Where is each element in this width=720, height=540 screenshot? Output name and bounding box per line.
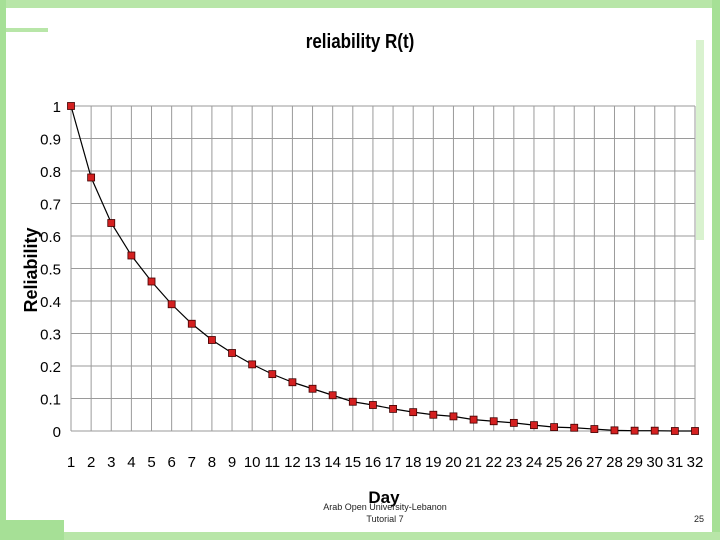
data-point-day-21 — [469, 415, 478, 424]
y-tick-label-9: 0.9 — [40, 132, 61, 149]
data-point-day-31 — [670, 427, 679, 435]
data-point-day-30 — [650, 426, 659, 435]
y-tick-label-8: 0.8 — [40, 164, 61, 181]
chart-grid — [70, 105, 696, 432]
footer-organization: Arab Open University-Lebanon — [323, 502, 447, 512]
y-tick-label-4: 0.4 — [40, 294, 61, 311]
x-tick-label-18: 18 — [405, 454, 422, 471]
data-point-day-19 — [429, 410, 438, 419]
x-tick-label-32: 32 — [687, 454, 704, 471]
x-tick-label-11: 11 — [265, 454, 281, 471]
footer-subtitle: Tutorial 7 — [366, 514, 404, 524]
data-point-day-20 — [449, 412, 458, 421]
x-tick-label-1: 1 — [67, 454, 75, 471]
page-number: 25 — [693, 514, 704, 524]
x-tick-label-19: 19 — [425, 454, 442, 471]
y-tick-label-7: 0.7 — [40, 197, 61, 214]
data-point-day-28 — [610, 426, 619, 435]
x-tick-label-14: 14 — [324, 454, 341, 471]
x-tick-label-15: 15 — [344, 454, 361, 471]
x-tick-label-20: 20 — [445, 454, 462, 471]
x-tick-label-17: 17 — [385, 454, 402, 471]
frame-left-border — [0, 0, 6, 540]
x-tick-label-26: 26 — [566, 454, 583, 471]
frame-top-border — [0, 0, 720, 8]
data-point-day-23 — [509, 418, 518, 427]
y-tick-label-10: 1 — [53, 99, 61, 116]
x-tick-label-6: 6 — [167, 454, 175, 471]
x-tick-label-8: 8 — [208, 454, 216, 471]
chart-series — [67, 102, 699, 435]
data-point-day-7 — [187, 319, 196, 328]
x-tick-label-25: 25 — [546, 454, 563, 471]
x-tick-label-9: 9 — [228, 454, 236, 471]
x-tick-label-21: 21 — [465, 454, 482, 471]
x-tick-label-12: 12 — [284, 454, 301, 471]
data-point-day-12 — [288, 378, 297, 387]
x-tick-label-22: 22 — [485, 454, 502, 471]
x-tick-label-24: 24 — [526, 454, 543, 471]
x-tick-label-16: 16 — [365, 454, 382, 471]
x-tick-label-13: 13 — [304, 454, 321, 471]
y-axis-label: Reliability — [21, 227, 41, 312]
data-point-day-15 — [348, 397, 357, 406]
data-point-day-27 — [590, 425, 599, 433]
chart-title: reliability R(t) — [306, 30, 415, 53]
data-point-day-18 — [409, 408, 418, 417]
data-point-day-6 — [167, 300, 176, 309]
frame-right-accent — [696, 40, 704, 240]
x-tick-label-5: 5 — [147, 454, 155, 471]
frame-right-border — [712, 0, 720, 540]
x-tick-label-23: 23 — [505, 454, 522, 471]
y-tick-label-0: 0 — [53, 424, 61, 441]
x-tick-label-7: 7 — [188, 454, 196, 471]
x-tick-label-2: 2 — [87, 454, 95, 471]
x-tick-label-4: 4 — [127, 454, 135, 471]
data-point-day-22 — [489, 417, 498, 426]
data-point-day-8 — [208, 336, 216, 344]
data-point-day-2 — [87, 173, 96, 182]
frame-corner-accent — [0, 520, 64, 540]
y-tick-label-2: 0.2 — [40, 359, 61, 376]
x-tick-label-27: 27 — [586, 454, 603, 471]
x-tick-label-10: 10 — [244, 454, 261, 471]
frame-top-accent — [0, 28, 48, 32]
data-point-day-4 — [127, 251, 136, 260]
data-point-day-1 — [67, 102, 75, 110]
data-point-day-10 — [248, 360, 257, 369]
y-tick-label-6: 0.6 — [40, 229, 61, 246]
y-tick-label-1: 0.1 — [40, 392, 61, 409]
x-tick-label-31: 31 — [667, 454, 684, 471]
data-point-day-29 — [630, 426, 639, 435]
data-point-day-32 — [691, 427, 699, 435]
x-tick-label-28: 28 — [606, 454, 623, 471]
data-point-day-9 — [228, 349, 236, 357]
x-tick-label-29: 29 — [626, 454, 643, 471]
data-point-day-13 — [308, 384, 317, 393]
y-tick-label-3: 0.3 — [40, 327, 61, 344]
data-point-day-14 — [328, 391, 337, 400]
data-point-day-17 — [389, 404, 397, 413]
frame-bottom-border — [0, 532, 720, 540]
data-point-day-24 — [530, 421, 538, 430]
data-point-day-26 — [570, 423, 579, 432]
x-tick-label-3: 3 — [107, 454, 115, 471]
data-point-day-5 — [147, 277, 156, 286]
data-point-day-16 — [369, 401, 377, 409]
data-point-day-11 — [268, 370, 277, 379]
data-point-day-25 — [550, 423, 558, 432]
chart-ticks: 00.10.20.30.40.50.60.70.80.911 2 3 4 5 6 7 8 9 10… — [40, 99, 703, 471]
data-point-day-3 — [107, 219, 116, 227]
y-tick-label-5: 0.5 — [40, 262, 61, 279]
x-axis-label: Day — [368, 488, 400, 507]
x-tick-label-30: 30 — [646, 454, 663, 471]
